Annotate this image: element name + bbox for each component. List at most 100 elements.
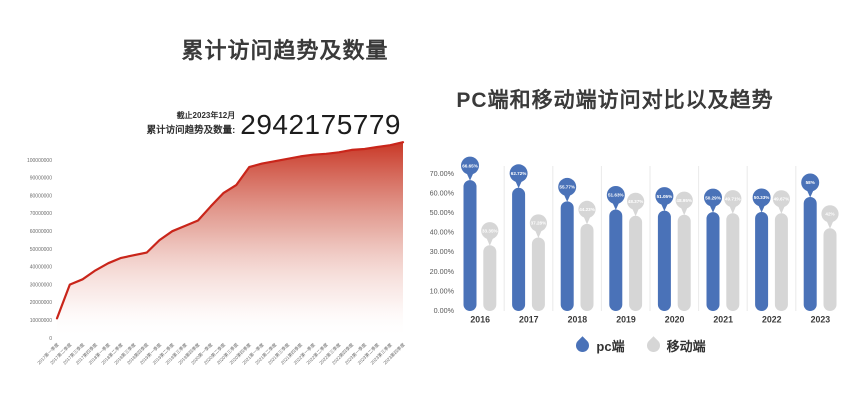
mobile-bubble-2023	[821, 205, 839, 223]
y-axis-tick: 70.00%	[430, 169, 455, 178]
legend-item-mobile: 移动端	[643, 336, 706, 355]
comparison-chart-legend: pc端 移动端	[430, 336, 852, 355]
y-axis-tick: 30.00%	[430, 247, 455, 256]
pc-bubble-2017	[509, 164, 528, 183]
mobile-bubble-tail	[583, 216, 591, 225]
legend-pc-label: pc端	[596, 339, 625, 354]
mobile-bar-2018	[580, 223, 594, 311]
pc-bubble-2022	[752, 188, 771, 207]
y-axis-tick: 10.00%	[430, 286, 455, 295]
comparison-chart-title: PC端和移动端访问对比以及趋势	[456, 89, 774, 112]
mobile-bar-2020	[677, 214, 691, 311]
y-axis-tick: 60000000	[30, 229, 52, 235]
stat-label: 累计访问趋势及数量:	[146, 125, 236, 136]
y-axis-tick: 50.00%	[430, 208, 455, 217]
mobile-bubble-value: 44.23%	[579, 207, 595, 212]
y-axis-tick: 60.00%	[430, 189, 455, 198]
pc-bubble-tail	[466, 172, 474, 181]
mobile-bubble-tail	[777, 205, 785, 214]
mobile-bar-2017	[531, 237, 545, 311]
legend-mobile-label: 移动端	[666, 339, 706, 354]
y-axis-tick: 40.00%	[430, 228, 455, 237]
pc-bubble-value: 51.63%	[608, 193, 624, 198]
pc-bar-2023	[803, 197, 817, 311]
pc-bar-2017	[512, 187, 526, 311]
pc-bar-2020	[657, 210, 671, 311]
pc-mobile-lollipop-chart: 0.00% 10.00% 20.00% 30.00% 40.00% 50.00% 60.00…	[430, 156, 839, 325]
mobile-bubble-2021	[724, 190, 742, 208]
year-label: 2023	[811, 315, 831, 325]
pc-bubble-2018	[558, 177, 577, 196]
year-label: 2019	[616, 315, 636, 325]
pc-bubble-2019	[606, 186, 625, 204]
pc-bar-2022	[755, 212, 769, 311]
year-label: 2016	[470, 315, 490, 325]
y-axis-tick: 90000000	[30, 176, 52, 182]
pc-bar-2016	[463, 180, 477, 311]
pc-bubble-2023	[801, 173, 820, 192]
pc-bar-2018	[560, 201, 574, 311]
year-label: 2020	[665, 315, 685, 325]
year-label: 2022	[762, 315, 782, 325]
mobile-bubble-2020	[675, 191, 693, 209]
pc-bar-2021	[706, 212, 720, 311]
pc-bubble-tail	[806, 189, 814, 198]
mobile-bubble-value: 49.67%	[774, 197, 790, 202]
pc-bubble-value: 62.72%	[511, 171, 527, 176]
mobile-bubble-2022	[772, 190, 791, 208]
legend-item-pc: pc端	[573, 336, 625, 355]
mobile-bubble-tail	[729, 205, 737, 214]
pc-bubble-2021	[704, 188, 722, 207]
mobile-bubble-value: 48.37%	[628, 199, 644, 204]
mobile-bubble-2017	[529, 214, 548, 232]
pc-bubble-value: 51.05%	[657, 194, 673, 199]
pc-bar-2019	[609, 209, 623, 311]
mobile-bar-2021	[726, 213, 740, 311]
pc-bubble-value: 50.33%	[754, 195, 770, 200]
mobile-bubble-tail	[486, 237, 494, 246]
mobile-bar-2022	[774, 213, 788, 311]
pc-bubble-2016	[461, 156, 479, 175]
pc-bubble-tail	[709, 204, 717, 213]
stat-as-of-date: 截止2023年12月	[176, 111, 236, 120]
mobile-bar-2019	[629, 215, 643, 311]
pc-bubble-tail	[758, 204, 766, 213]
pc-bubble-value: 55.77%	[559, 185, 575, 190]
area-fill	[57, 142, 403, 338]
mobile-bubble-tail	[680, 206, 688, 216]
y-axis-tick: 70000000	[30, 211, 52, 217]
y-axis-tick: 0	[49, 336, 52, 342]
pc-drop-icon	[573, 336, 593, 355]
y-axis-tick: 30000000	[30, 282, 52, 288]
y-axis-tick: 40000000	[30, 265, 52, 271]
y-axis-tick: 100000000	[27, 158, 52, 164]
pc-bubble-value: 66.65%	[462, 163, 478, 168]
mobile-bubble-value: 42%	[825, 212, 834, 217]
mobile-bubble-value: 33.35%	[482, 228, 498, 233]
y-axis-tick: 80000000	[30, 193, 52, 199]
mobile-bubble-tail	[534, 229, 542, 238]
mobile-bubble-2019	[627, 192, 645, 210]
pc-bubble-tail	[660, 203, 668, 212]
stat-total-value: 2942175779	[240, 109, 401, 140]
pc-bubble-tail	[563, 193, 571, 202]
y-axis-tick: 50000000	[30, 247, 52, 253]
year-label: 2021	[713, 315, 733, 325]
mobile-bubble-tail	[632, 207, 640, 217]
mobile-bubble-value: 49.71%	[725, 196, 741, 201]
mobile-bubble-tail	[826, 220, 834, 229]
year-label: 2018	[568, 315, 588, 325]
y-axis-tick: 20000000	[30, 300, 52, 306]
mobile-bubble-2018	[578, 200, 596, 218]
pc-bubble-tail	[515, 180, 523, 189]
pc-bubble-tail	[612, 202, 620, 210]
trend-line	[55, 141, 405, 320]
y-axis-tick: 10000000	[30, 318, 52, 324]
pc-bubble-value: 58%	[806, 180, 815, 185]
year-label: 2017	[519, 315, 539, 325]
mobile-bar-2016	[483, 245, 497, 311]
cumulative-chart-title: 累计访问趋势及数量	[181, 38, 389, 63]
pc-bubble-2020	[655, 187, 674, 206]
pc-bubble-value: 50.29%	[705, 195, 721, 200]
